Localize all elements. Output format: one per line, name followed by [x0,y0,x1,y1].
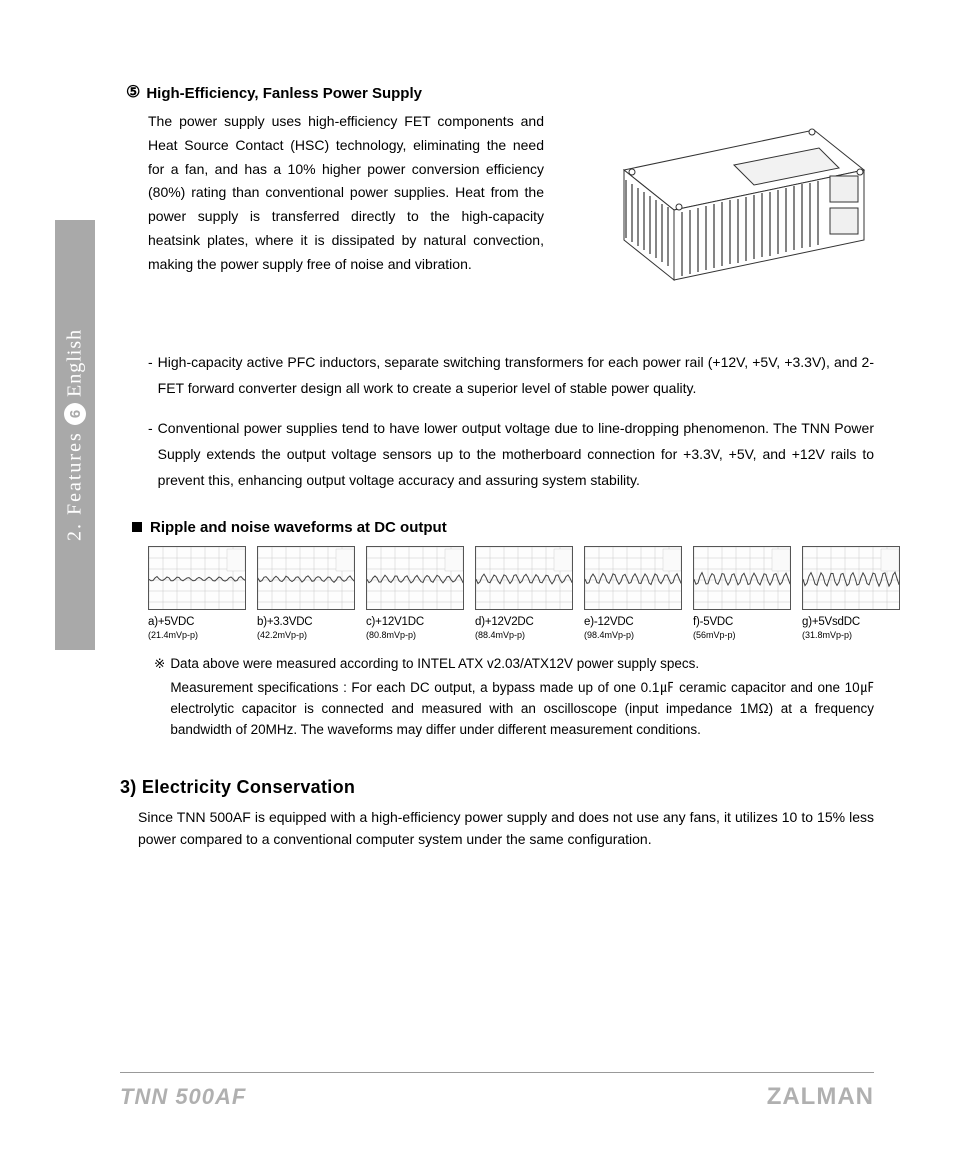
waveform-label: d)+12V2DC [475,615,573,629]
waveform-graph [148,546,246,610]
waveform-graph [693,546,791,610]
section5-intro: The power supply uses high-efficiency FE… [120,110,544,330]
waveform-sublabel: (98.4mVp-p) [584,630,682,640]
section3-body: Since TNN 500AF is equipped with a high-… [138,806,874,851]
section5-bullet-1: - High-capacity active PFC inductors, se… [148,350,874,402]
waveform-label: g)+5VsdDC [802,615,900,629]
waveform-graph [257,546,355,610]
waveform-item: c)+12V1DC(80.8mVp-p) [366,546,464,639]
sidebar-lang: English [64,329,87,397]
sidebar-tab: 2. Features 6 English [55,220,95,650]
section5-title: High-Efficiency, Fanless Power Supply [146,85,422,102]
waveforms-row: a)+5VDC(21.4mVp-p)b)+3.3VDC(42.2mVp-p)c)… [148,546,874,639]
waveform-item: g)+5VsdDC(31.8mVp-p) [802,546,900,639]
section5-heading: ⑤ High-Efficiency, Fanless Power Supply [126,85,874,102]
waveform-item: e)-12VDC(98.4mVp-p) [584,546,682,639]
waveform-label: e)-12VDC [584,615,682,629]
waveform-item: d)+12V2DC(88.4mVp-p) [475,546,573,639]
ripple-note-1: ※ Data above were measured according to … [154,654,874,675]
waveform-label: c)+12V1DC [366,615,464,629]
square-bullet-icon [132,522,142,532]
waveform-label: b)+3.3VDC [257,615,355,629]
note-text: Data above were measured according to IN… [170,654,874,675]
waveform-graph [475,546,573,610]
bullet-text: Conventional power supplies tend to have… [158,416,874,494]
waveform-item: f)-5VDC(56mVp-p) [693,546,791,639]
sidebar-section: 2. Features [64,431,87,541]
waveform-graph [366,546,464,610]
waveform-item: a)+5VDC(21.4mVp-p) [148,546,246,639]
waveform-item: b)+3.3VDC(42.2mVp-p) [257,546,355,639]
section3-heading: 3) Electricity Conservation [120,777,874,798]
footer-model: TNN 500AF [120,1084,246,1110]
sidebar-page-num: 6 [64,403,86,425]
waveform-sublabel: (56mVp-p) [693,630,791,640]
footer-brand: ZALMAN [767,1083,874,1111]
waveform-sublabel: (31.8mVp-p) [802,630,900,640]
bullet-text: High-capacity active PFC inductors, sepa… [158,350,874,402]
section5-marker: ⑤ [126,85,140,101]
waveform-graph [802,546,900,610]
note-text: Measurement specifications : For each DC… [170,678,874,741]
waveform-sublabel: (21.4mVp-p) [148,630,246,640]
waveform-label: a)+5VDC [148,615,246,629]
section5-bullet-2: - Conventional power supplies tend to ha… [148,416,874,494]
waveform-sublabel: (80.8mVp-p) [366,630,464,640]
waveform-graph [584,546,682,610]
ripple-heading: Ripple and noise waveforms at DC output [132,519,874,536]
waveform-sublabel: (88.4mVp-p) [475,630,573,640]
ripple-title: Ripple and noise waveforms at DC output [150,519,447,536]
page-footer: TNN 500AF ZALMAN [120,1072,874,1111]
ripple-note-2: ※ Measurement specifications : For each … [154,678,874,741]
waveform-label: f)-5VDC [693,615,791,629]
psu-illustration [564,110,874,330]
waveform-sublabel: (42.2mVp-p) [257,630,355,640]
